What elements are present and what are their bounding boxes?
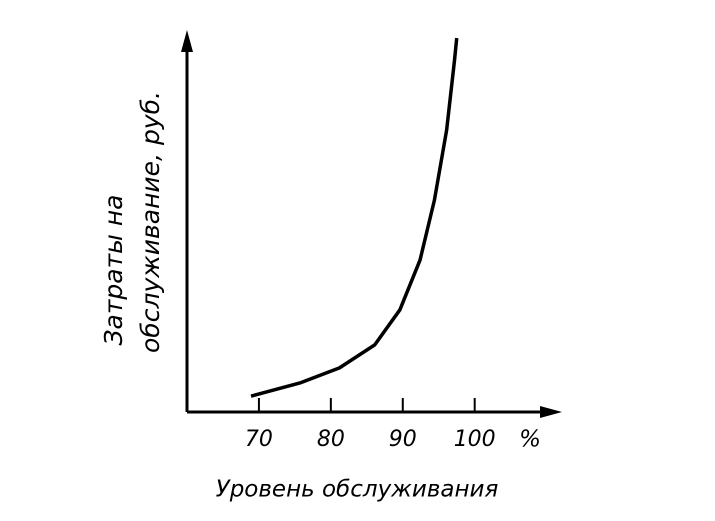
y-label: Затраты на: [99, 194, 128, 345]
x-label: Уровень обслуживания: [216, 477, 499, 503]
y-label: обслуживание, руб.: [136, 91, 165, 353]
y-axis-arrow: [181, 30, 193, 52]
x-tick-label: 70: [245, 427, 273, 452]
x-unit: %: [519, 427, 541, 453]
line: [250, 37, 459, 398]
x-tick-label: 100: [454, 427, 496, 452]
x-tick-label: 90: [389, 427, 417, 452]
x-axis-arrow: [540, 406, 562, 418]
x-tick-label: 80: [317, 427, 345, 452]
